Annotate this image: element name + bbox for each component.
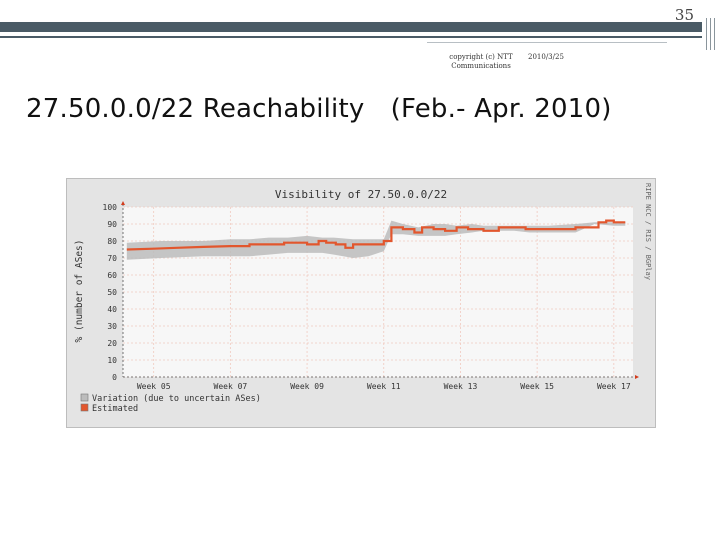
y-tick-label: 70 [107, 254, 117, 263]
y-tick-label: 90 [107, 220, 117, 229]
x-axis-arrow [635, 375, 639, 379]
x-tick-label: Week 07 [214, 382, 248, 391]
visibility-chart: Visibility of 27.50.0.0/22 RIPE NCC / RI… [74, 183, 652, 414]
decorative-line [714, 18, 715, 50]
x-tick-label: Week 17 [597, 382, 631, 391]
y-tick-label: 60 [107, 271, 117, 280]
chart-source-text: RIPE NCC / RIS / BGPlay [644, 183, 652, 280]
slide-title: 27.50.0.0/22 Reachability (Feb.- Apr. 20… [26, 94, 612, 124]
header-underline [427, 42, 667, 43]
legend-label: Variation (due to uncertain ASes) [92, 394, 261, 404]
estimated-line [126, 219, 626, 251]
copyright-note: copyright (c) NTT Communications [449, 53, 513, 70]
variation-band [126, 220, 626, 260]
y-tick-label: 0 [112, 373, 117, 382]
y-tick-label: 10 [107, 356, 117, 365]
y-tick-label: 80 [107, 237, 117, 246]
chart-panel: Visibility of 27.50.0.0/22 RIPE NCC / RI… [66, 178, 656, 428]
header-band [0, 22, 702, 32]
y-tick-label: 100 [103, 203, 118, 212]
decorative-line [710, 18, 711, 50]
chart-title: Visibility of 27.50.0.0/22 [275, 188, 447, 201]
decorative-line [706, 18, 707, 50]
slide-date: 2010/3/25 [528, 53, 564, 61]
x-tick-label: Week 15 [520, 382, 554, 391]
y-tick-label: 30 [107, 322, 117, 331]
x-tick-label: Week 05 [137, 382, 171, 391]
legend-label: Estimated [92, 404, 138, 414]
x-tick-label: Week 13 [444, 382, 478, 391]
y-tick-label: 40 [107, 305, 117, 314]
y-axis-label: % (number of ASes) [74, 240, 85, 343]
legend-swatch [80, 403, 89, 412]
y-axis-arrow [121, 201, 125, 205]
header-thin-line [0, 36, 702, 38]
legend-swatch [80, 393, 89, 402]
x-tick-label: Week 11 [367, 382, 401, 391]
page-number: 35 [674, 6, 694, 24]
y-tick-label: 20 [107, 339, 117, 348]
x-tick-label: Week 09 [290, 382, 324, 391]
y-tick-label: 50 [107, 288, 117, 297]
